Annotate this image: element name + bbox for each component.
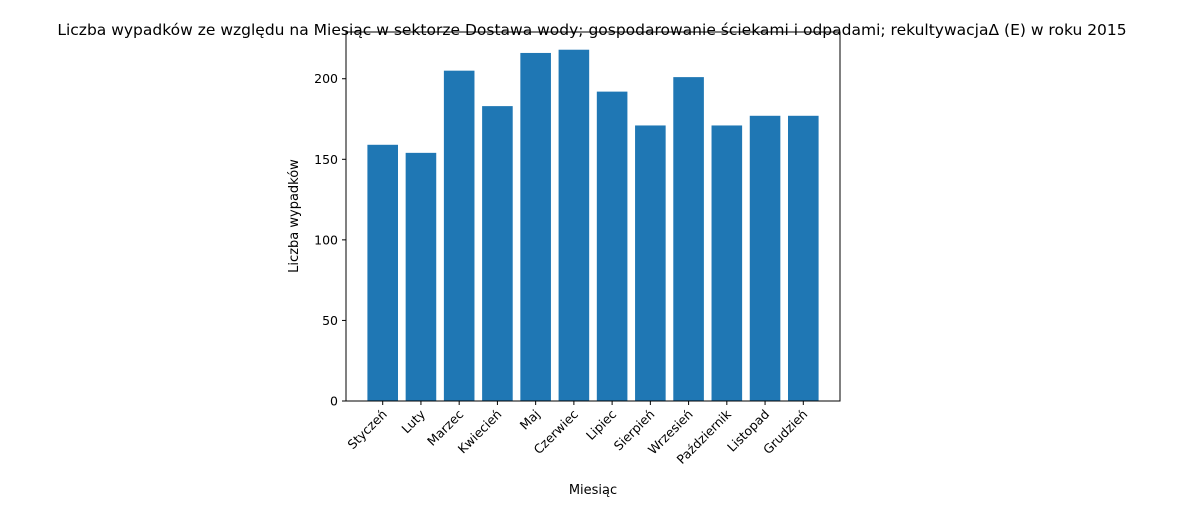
y-axis-label: Liczba wypadków — [287, 159, 302, 273]
y-tick-label: 50 — [322, 313, 338, 328]
bars-group — [367, 49, 819, 402]
x-tick-label: Lipiec — [583, 406, 619, 442]
y-axis: 0 50 100 150 200 — [314, 71, 346, 409]
bar — [788, 115, 819, 401]
bar — [520, 52, 551, 401]
chart-title: Liczba wypadków ze względu na Miesiąc w … — [57, 21, 1126, 39]
bar — [367, 144, 398, 402]
bar — [749, 115, 781, 401]
plot-frame — [345, 31, 841, 402]
x-tick-label: Maj — [517, 407, 543, 433]
y-tick-label: 200 — [314, 71, 338, 86]
bar — [635, 125, 666, 402]
y-tick-label: 0 — [330, 394, 338, 409]
bar — [558, 49, 590, 401]
bar — [673, 77, 704, 402]
x-tick-label: Styczeń — [344, 407, 389, 452]
y-tick-label: 150 — [314, 152, 338, 167]
bar — [596, 91, 628, 402]
bar — [482, 106, 513, 402]
bar — [443, 70, 475, 402]
x-tick-label: Luty — [398, 406, 428, 436]
x-axis-label: Miesiąc — [569, 483, 617, 498]
bar — [711, 125, 743, 402]
bar — [405, 152, 437, 401]
y-tick-label: 100 — [314, 232, 338, 247]
